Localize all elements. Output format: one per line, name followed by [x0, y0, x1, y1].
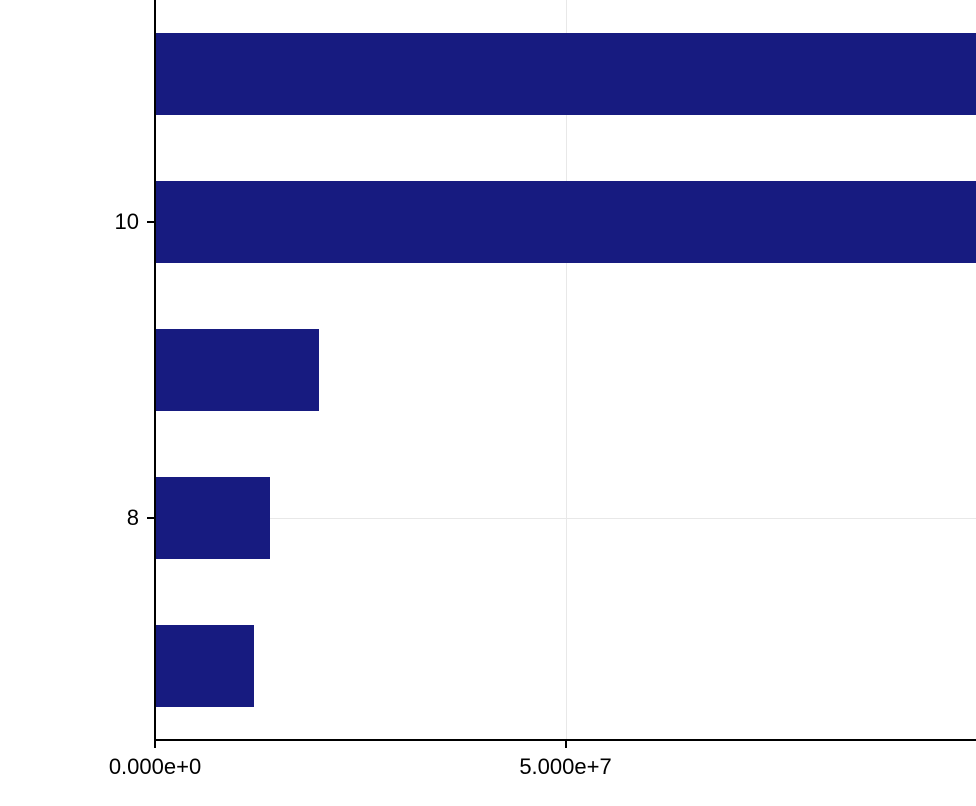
- y-axis-line: [154, 0, 156, 740]
- x-tick: [565, 740, 567, 748]
- bar: [155, 477, 270, 560]
- bar: [155, 329, 319, 412]
- bar: [155, 33, 976, 116]
- bar-chart: 0.000e+0 5.000e+7 8 10: [0, 0, 976, 806]
- x-tick: [154, 740, 156, 748]
- y-tick-label: 8: [127, 505, 139, 531]
- y-gridline: [155, 518, 976, 519]
- x-tick-label: 5.000e+7: [519, 754, 611, 780]
- x-axis-line: [155, 739, 976, 741]
- bar: [155, 625, 254, 708]
- bar: [155, 181, 976, 264]
- plot-area: [155, 0, 976, 740]
- x-tick-label: 0.000e+0: [109, 754, 201, 780]
- y-tick-label: 10: [115, 209, 139, 235]
